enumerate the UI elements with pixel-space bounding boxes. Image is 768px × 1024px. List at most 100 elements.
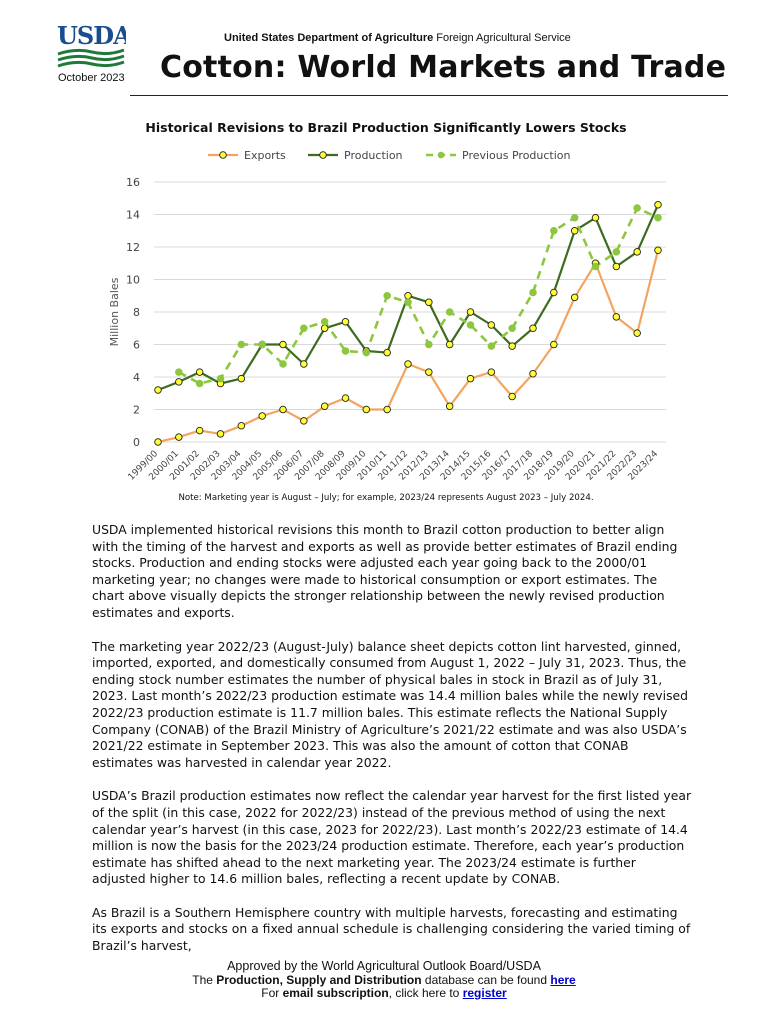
production-point [195,368,204,376]
footer: Approved by the World Agricultural Outlo… [0,959,768,1001]
exports-point [341,394,350,402]
production-point [279,340,287,349]
page-title: Cotton: World Markets and Trade [160,50,727,85]
exports-point [633,329,641,337]
previous-production-point [341,347,350,355]
previous-production-point [612,248,621,256]
previous-production-point [258,340,266,349]
production-point [175,378,183,386]
paragraph-2: The marketing year 2022/23 (August-July)… [92,638,689,770]
usda-logo-text: USDA [57,22,126,50]
y-axis-label: Million Bales [108,277,121,346]
agency-name: United States Department of Agriculture [224,32,434,44]
y-tick-label: 0 [133,436,140,449]
exports-point [195,426,204,435]
exports-point [529,370,537,378]
previous-production-point [195,379,204,388]
previous-production-point [570,213,579,222]
production-point [550,288,558,297]
previous-production-point [508,324,516,333]
exports-point [654,246,662,254]
y-tick-label: 6 [133,339,140,352]
paragraph-1: USDA implemented historical revisions th… [92,522,678,620]
production-point [508,342,516,350]
footer-psd-line: The Production, Supply and Distribution … [0,972,768,988]
psd-here-link[interactable]: here [550,972,576,987]
exports-point [508,392,516,401]
y-tick-label: 16 [126,176,140,189]
previous-production-point [320,317,329,326]
exports-point [279,405,287,414]
previous-production-point [404,298,412,307]
production-point [591,213,600,222]
exports-point [570,293,579,302]
footer-psd-mid: database can be found [421,972,551,987]
production-point [237,374,246,383]
y-tick-label: 12 [126,241,140,254]
footer-subscribe-mid: , click here to [388,986,463,1000]
production-point [300,360,308,368]
exports-point [258,412,266,420]
register-link[interactable]: register [462,986,507,1000]
chart-title: Historical Revisions to Brazil Productio… [145,120,626,135]
production-point [654,200,662,209]
brazil-cotton-chart: Historical Revisions to Brazil Productio… [108,120,666,503]
previous-production-point [237,340,246,349]
paragraph-4: As Brazil is a Southern Hemisphere count… [92,904,691,954]
paragraph-3: USDA’s Brazil production estimates now r… [92,788,692,887]
previous-production-point [591,262,600,271]
previous-production-point [279,360,287,368]
footer-psd-pre: The [192,972,217,987]
exports-point [237,422,246,430]
production-point [445,340,454,349]
y-tick-label: 2 [133,404,140,417]
previous-production-point [300,324,308,333]
previous-production-point [445,308,454,316]
exports-point [300,417,308,425]
exports-point [362,405,371,414]
production-point [383,348,391,357]
usda-logo: USDA [57,22,126,68]
legend-label-production: Production [344,149,403,162]
exports-point [425,368,433,376]
exports-point [612,313,621,321]
production-point [612,262,621,271]
exports-point [216,430,225,438]
production-point [320,324,329,332]
agency-line: United States Department of Agriculture … [224,32,571,44]
legend-label-previous-production: Previous Production [462,149,571,162]
footer-psd-bold: Production, Supply and Distribution [216,972,422,987]
production-point [154,386,162,394]
production-point [633,248,641,256]
legend-label-exports: Exports [244,149,286,162]
exports-point [487,368,496,376]
agency-service: Foreign Agricultural Service [436,32,571,44]
footer-subscribe-pre: For [261,986,283,1000]
exports-point [445,402,454,411]
footer-approval: Approved by the World Agricultural Outlo… [227,959,541,973]
footer-subscribe-line: For email subscription, click here to re… [0,986,768,1001]
previous-production-point [550,226,558,235]
exports-point [404,360,412,368]
chart-note: Note: Marketing year is August – July; f… [178,493,593,503]
previous-production-point [383,291,391,300]
article-body: USDA implemented historical revisions th… [92,522,692,972]
exports-point [466,374,475,383]
previous-production-point [466,321,475,329]
exports-point [383,405,391,414]
production-point [570,226,579,235]
exports-point [175,433,183,441]
y-tick-label: 14 [126,209,140,222]
previous-production-point [425,340,433,349]
exports-point [550,340,558,349]
exports-point [320,402,329,411]
production-point [529,324,537,332]
production-point [466,308,475,316]
production-point [404,291,412,300]
previous-production-point [654,213,662,222]
legend-marker-production [319,151,327,159]
production-point [487,321,496,329]
previous-production-point [633,204,641,212]
header-divider [130,95,728,96]
report-date: October 2023 [58,72,125,84]
